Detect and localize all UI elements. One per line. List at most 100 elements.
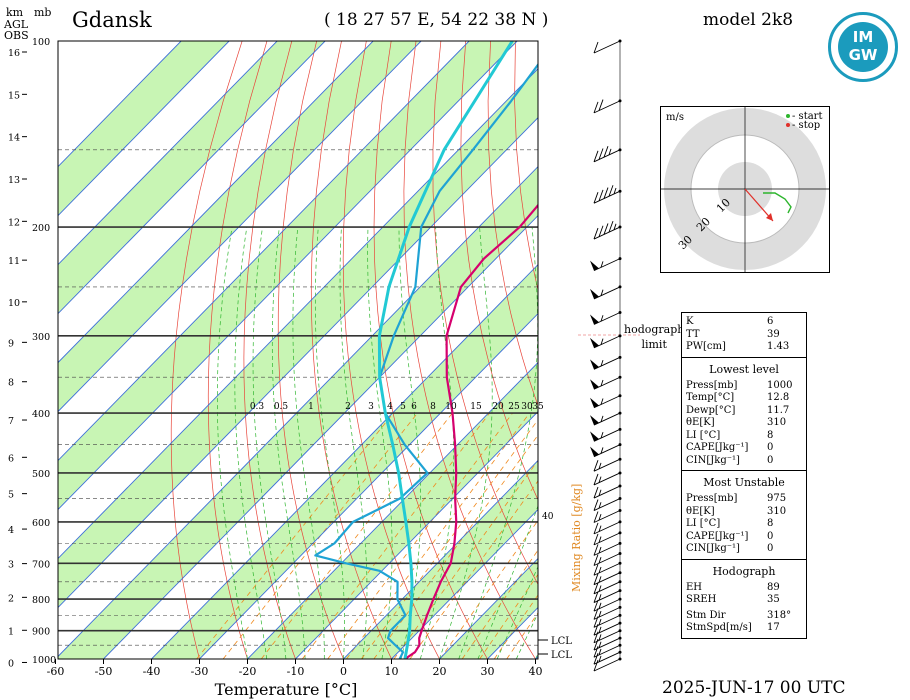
wind-barb-staff: [593, 312, 621, 325]
wind-barb: [593, 457, 622, 472]
wind-barb-staff: [593, 651, 621, 665]
hodograph-stop-marker: [786, 123, 790, 127]
height-label: 3: [8, 560, 14, 571]
x-tick-label: 10: [385, 665, 399, 678]
wind-barb: [593, 561, 622, 576]
wind-barb-flag: [590, 431, 599, 442]
mixing-ratio-line: [479, 573, 538, 659]
mixing-ratio-value: 1: [308, 402, 314, 412]
moist-adiabat: [234, 226, 268, 659]
hodograph-limit-label: hodograph limit: [624, 322, 684, 352]
index-label: CIN[Jkg⁻¹]: [686, 543, 740, 554]
wind-barb: [593, 497, 622, 511]
wind-barb-full: [593, 564, 599, 576]
index-value: 12.8: [767, 392, 790, 403]
wind-barb-flag: [590, 359, 599, 370]
wind-barb-full: [593, 41, 599, 54]
index-value: 0: [767, 543, 774, 554]
height-label: 7: [8, 416, 14, 427]
wind-barb-flag: [590, 446, 599, 457]
wind-barb-staff: [593, 542, 621, 556]
wind-barb-half: [598, 462, 602, 470]
wind-barb: [590, 375, 622, 390]
height-label: 4: [8, 525, 14, 536]
wind-barb-full: [593, 522, 599, 535]
index-row: StmSpd[m/s] 17: [686, 622, 806, 635]
mixing-ratio-value: 10: [445, 402, 457, 412]
hodograph-trace: [763, 192, 792, 214]
pressure-label: 200: [32, 223, 50, 234]
wind-barb-staff: [593, 614, 621, 628]
index-label: θE[K]: [686, 505, 715, 517]
index-row: PW[cm] 1.43: [686, 341, 806, 354]
index-label: θE[K]: [686, 417, 715, 428]
wind-barb-half: [598, 566, 602, 574]
index-label: K: [686, 316, 694, 327]
wind-barb-staff: [593, 149, 621, 163]
wind-barb-flag: [590, 260, 599, 271]
wind-barb-staff: [593, 521, 621, 535]
plot-frame: [57, 40, 539, 660]
dry-adiabat: [487, 41, 538, 407]
wind-barb: [593, 531, 622, 546]
wind-barb-half: [598, 594, 602, 601]
hodograph-stats-title: Hodograph: [712, 564, 776, 578]
moist-adiabat: [398, 227, 422, 659]
wind-barb-staff: [593, 190, 621, 204]
wind-barb-full: [603, 223, 609, 235]
wind-barb-flag: [590, 397, 599, 408]
moist-adiabat: [217, 226, 248, 659]
index-row: θE[K] 310: [686, 506, 806, 519]
wind-barb: [593, 621, 622, 636]
hodograph-unit: m/s: [666, 112, 684, 123]
forecast-date: 2025-JUN-17 00 UTC: [662, 678, 846, 698]
index-row: EH 89: [686, 582, 806, 595]
index-row: θE[K] 310: [686, 417, 806, 430]
isotherm-line: [199, 312, 538, 659]
index-value: 8: [767, 429, 774, 441]
wind-barb-staff: [593, 472, 621, 486]
moist-adiabat: [314, 227, 345, 659]
wind-barb-flag: [590, 314, 599, 325]
index-row: Press[mb] 975: [686, 493, 806, 506]
wind-barb-half: [598, 514, 602, 521]
wind-barb-full: [593, 544, 599, 556]
moist-adiabat: [496, 565, 538, 659]
hodograph-stats-section: Hodograph EH 89 SREH 35 Stm Dir 318° StmSpd…: [682, 558, 806, 638]
wind-barb: [593, 629, 622, 644]
index-row: SREH 35: [686, 594, 806, 607]
index-value: 39: [767, 328, 780, 340]
km-unit-label: km: [6, 6, 24, 19]
wind-barb: [590, 411, 622, 426]
x-tick-label: -50: [95, 665, 113, 678]
wind-barb: [593, 508, 622, 523]
index-label: Press[mb]: [686, 493, 738, 504]
wind-barb: [590, 427, 622, 442]
moist-adiabat: [367, 227, 393, 659]
height-label: 10: [8, 298, 20, 309]
index-label: LI [°C]: [686, 518, 721, 529]
moist-adiabat: [252, 226, 287, 659]
isotherm-line: [295, 410, 538, 659]
profile-line-2: [377, 41, 514, 659]
wind-barb: [593, 636, 622, 651]
mixing-ratio-value: 2: [345, 402, 351, 412]
mixing-ratio-value: 0.5: [274, 402, 289, 412]
index-row: CIN[Jkg⁻¹] 0: [686, 455, 806, 468]
wind-barb: [593, 99, 622, 114]
wind-barb-flag: [590, 288, 599, 299]
isotherm-line: [58, 117, 538, 609]
isotherm-line: [58, 166, 538, 658]
index-label: LI [°C]: [686, 429, 721, 441]
height-label: 1: [8, 626, 14, 637]
index-value: 318°: [767, 609, 792, 621]
mixing-ratio-value: 35: [532, 402, 544, 412]
mixing-ratio-value: 40: [542, 512, 554, 522]
wind-barb-staff: [593, 598, 621, 612]
wind-barb: [590, 355, 622, 370]
mixing-ratio-value: 8: [430, 402, 436, 412]
wind-barb: [593, 571, 622, 586]
